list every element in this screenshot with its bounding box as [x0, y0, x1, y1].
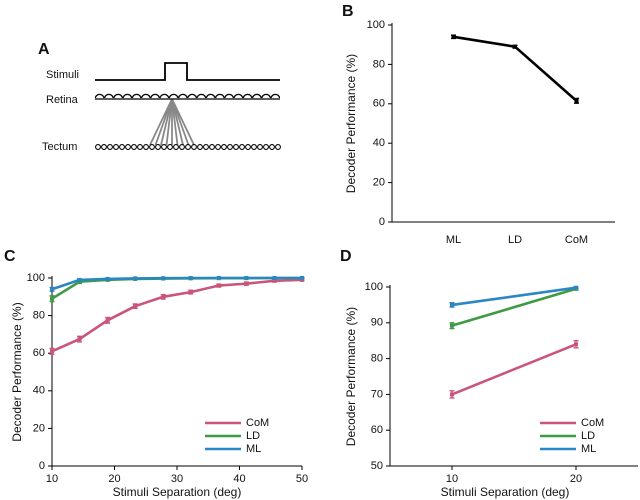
x-tick-label: 10: [446, 473, 458, 485]
projection-fan: [149, 98, 195, 146]
row-label: Stimuli: [46, 69, 79, 81]
y-tick-label: 70: [371, 388, 383, 400]
marker: [161, 276, 166, 281]
y-tick-label: 100: [367, 19, 385, 31]
x-tick-label: CoM: [565, 234, 588, 246]
legend-label: LD: [581, 430, 595, 442]
legend-label: ML: [246, 443, 261, 455]
series-line: [451, 287, 577, 327]
panel-label: D: [340, 248, 352, 265]
y-tick-label: 40: [33, 385, 45, 397]
marker: [272, 276, 277, 280]
marker: [450, 302, 454, 307]
y-tick-label: 80: [373, 58, 385, 70]
x-tick-label: 30: [171, 473, 183, 485]
panel-a-diagram: A Stimuli Retina Tectum: [38, 41, 281, 153]
marker: [50, 349, 54, 354]
series-line: [451, 286, 577, 307]
marker: [450, 323, 454, 328]
y-tick-label: 60: [371, 424, 383, 436]
x-tick-label: ML: [446, 234, 461, 246]
marker: [77, 337, 82, 342]
legend-label: CoM: [246, 417, 269, 429]
y-tick-label: 20: [373, 177, 385, 189]
y-tick-label: 80: [371, 353, 383, 365]
x-tick-label: LD: [508, 234, 522, 246]
marker: [105, 276, 110, 281]
marker: [77, 277, 82, 282]
series-line: [451, 343, 577, 396]
x-tick-label: 50: [296, 473, 308, 485]
x-tick-label: 20: [570, 473, 582, 485]
marker: [451, 34, 456, 39]
marker: [216, 276, 221, 280]
marker: [244, 281, 249, 286]
marker: [513, 44, 517, 49]
y-tick-label: 40: [373, 137, 385, 149]
tectum-cells: [95, 143, 281, 151]
marker: [188, 290, 193, 295]
x-tick-label: 40: [233, 473, 245, 485]
panel-label: B: [342, 3, 354, 20]
x-tick-label: 20: [108, 473, 120, 485]
row-label: Retina: [46, 94, 79, 106]
marker: [450, 392, 454, 397]
y-tick-label: 80: [33, 310, 45, 322]
marker: [574, 342, 578, 347]
panel-label: A: [38, 41, 50, 58]
panel-label: C: [4, 248, 16, 265]
marker: [50, 287, 54, 292]
marker: [105, 318, 110, 323]
marker: [188, 276, 193, 280]
marker: [161, 294, 166, 299]
y-tick-label: 0: [39, 460, 45, 472]
x-axis-title: Stimuli Separation (deg): [441, 485, 570, 499]
marker: [272, 278, 277, 283]
series-line: [51, 276, 302, 291]
y-axis-title: Decoder Performance (%): [344, 54, 358, 193]
row-label: Tectum: [42, 141, 77, 153]
marker: [133, 276, 138, 281]
y-tick-label: 60: [373, 98, 385, 110]
series-line: [51, 278, 303, 353]
y-axis-title: Decoder Performance (%): [10, 302, 24, 441]
y-tick-label: 60: [33, 347, 45, 359]
y-tick-label: 50: [371, 460, 383, 472]
x-tick-label: 10: [46, 473, 58, 485]
marker: [216, 283, 221, 288]
y-tick-label: 100: [27, 272, 45, 284]
marker: [574, 285, 578, 290]
marker: [244, 276, 249, 280]
x-axis-title: Stimuli Separation (deg): [113, 485, 242, 499]
legend-label: LD: [246, 430, 260, 442]
marker: [300, 276, 304, 280]
legend-label: ML: [581, 443, 596, 455]
y-tick-label: 0: [379, 216, 385, 228]
y-tick-label: 90: [371, 317, 383, 329]
marker: [133, 304, 138, 309]
y-axis-title: Decoder Performance (%): [344, 307, 358, 446]
marker: [50, 296, 54, 301]
y-tick-label: 20: [33, 422, 45, 434]
stimulus-trace: [95, 62, 280, 81]
retina-cells: [95, 91, 280, 99]
marker: [574, 98, 579, 103]
legend-label: CoM: [581, 417, 604, 429]
y-tick-label: 100: [365, 281, 383, 293]
